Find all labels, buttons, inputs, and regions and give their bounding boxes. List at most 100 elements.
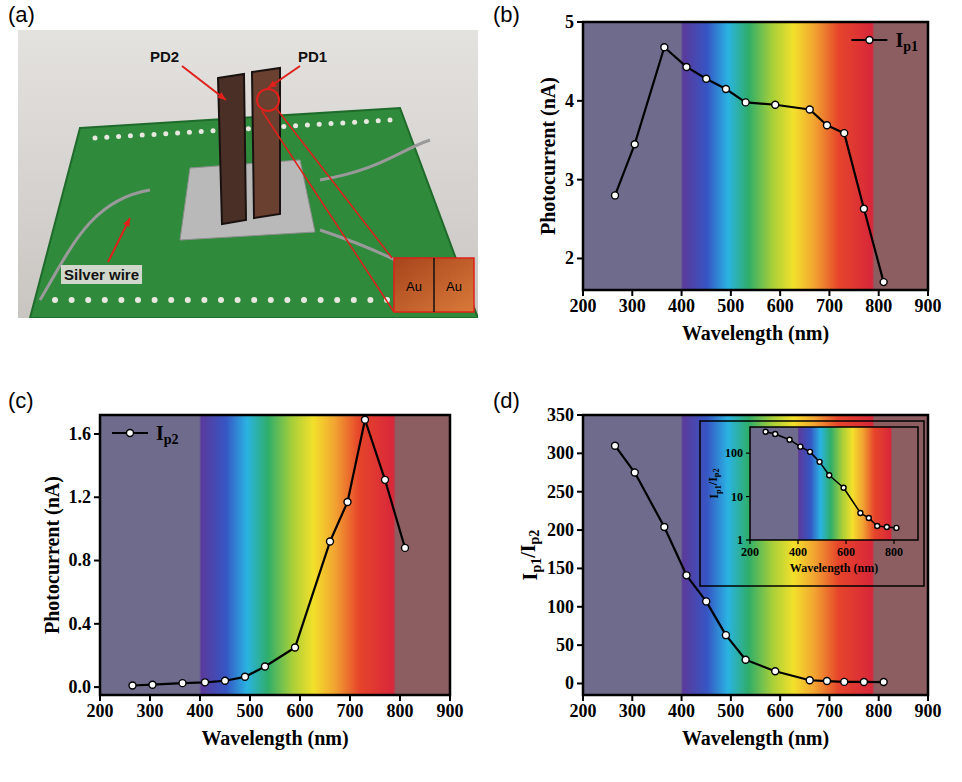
data-point	[884, 524, 889, 529]
data-point	[402, 544, 409, 551]
data-point	[772, 668, 779, 675]
text-span: I	[519, 572, 541, 580]
x-tick	[730, 290, 732, 296]
arrow-head	[217, 92, 226, 100]
x-tick	[299, 695, 301, 701]
y-tick	[577, 682, 583, 684]
data-point	[841, 678, 848, 685]
text-span: Photocurrent (nA)	[41, 476, 64, 634]
x-axis-title: Wavelength (nm)	[682, 322, 829, 345]
photo	[18, 30, 478, 318]
spectrum-background	[583, 415, 928, 695]
x-tick-label: 200	[741, 545, 759, 559]
y-tick-label: 0.4	[69, 614, 92, 634]
legend: Ip2	[112, 422, 179, 447]
y-tick	[577, 179, 583, 181]
data-point	[875, 524, 880, 529]
data-point	[179, 680, 186, 687]
board-pad	[104, 135, 109, 140]
silver-wire	[320, 140, 430, 180]
data-point	[703, 75, 710, 82]
chip-pad	[180, 160, 315, 240]
text-span: Wavelength (nm)	[790, 561, 878, 575]
x-tick-label: 400	[668, 296, 695, 316]
text-span: p1	[714, 485, 723, 494]
data-point	[858, 510, 863, 515]
data-point	[742, 656, 749, 663]
data-point	[798, 444, 803, 449]
zoom-inset	[394, 258, 474, 312]
data-point	[149, 681, 156, 688]
figure: AuAuPD2PD1Silver wire(a)2003004005006007…	[0, 0, 962, 782]
board-pad	[199, 129, 204, 134]
y-tick-label: 50	[556, 635, 574, 655]
board-pad	[367, 297, 373, 303]
data-point	[742, 99, 749, 106]
x-tick	[249, 695, 251, 701]
y-tick-label: 250	[547, 482, 574, 502]
text-span: I	[895, 29, 903, 51]
data-point	[880, 679, 887, 686]
x-tick	[927, 290, 929, 296]
label-ground	[61, 265, 142, 284]
legend-entry: Ip1	[851, 29, 918, 54]
x-tick-label: 600	[287, 701, 314, 721]
data-point	[817, 459, 822, 464]
board-pad	[318, 297, 324, 303]
board-pad	[301, 297, 307, 303]
x-axis-title: Wavelength (nm)	[682, 727, 829, 750]
data-layer	[129, 416, 409, 689]
x-tick-label: 400	[187, 701, 214, 721]
plot-frame	[583, 22, 928, 290]
board-pad	[168, 297, 174, 303]
y-tick-label: 0	[565, 673, 574, 693]
board-pad	[364, 119, 369, 124]
x-tick-label: 500	[717, 701, 744, 721]
electrode-label: Au	[406, 279, 422, 294]
board-pad	[293, 123, 298, 128]
x-tick-label: 200	[87, 701, 114, 721]
spectrum-background	[583, 22, 928, 290]
y-tick-label: 1.6	[69, 424, 92, 444]
y-tick	[94, 560, 100, 562]
y-tick	[94, 686, 100, 688]
text-span: p2	[527, 530, 542, 545]
board-pad	[187, 130, 192, 135]
text-span: Photocurrent (nA)	[537, 77, 560, 235]
data-point	[327, 538, 334, 545]
x-axis-title: Wavelength (nm)	[201, 727, 348, 750]
board-pad	[251, 297, 257, 303]
y-tick	[94, 623, 100, 625]
x-tick-label: 400	[668, 701, 695, 721]
photodetector-1	[252, 68, 280, 218]
data-line	[766, 432, 897, 528]
y-tick-label: 0.8	[69, 550, 92, 570]
y-tick	[577, 567, 583, 569]
data-point	[808, 449, 813, 454]
data-point	[763, 429, 768, 434]
y-tick	[746, 539, 750, 540]
photo-label: PD2	[150, 48, 179, 65]
x-tick-label: 300	[619, 701, 646, 721]
data-point	[841, 130, 848, 137]
y-axis-title: Photocurrent (nA)	[537, 77, 560, 235]
y-tick-label: 1	[737, 533, 743, 547]
y-axis-title: Ip1/Ip2	[517, 530, 544, 581]
y-tick	[577, 100, 583, 102]
x-tick-label: 600	[767, 701, 794, 721]
data-point	[823, 678, 830, 685]
data-point	[683, 572, 690, 579]
spectrum-background	[750, 427, 918, 540]
data-line	[133, 420, 406, 686]
x-tick-label: 500	[717, 296, 744, 316]
data-point	[787, 437, 792, 442]
x-tick	[779, 695, 781, 701]
x-tick	[582, 695, 584, 701]
y-tick	[577, 21, 583, 23]
x-tick	[779, 290, 781, 296]
x-tick-label: 300	[619, 296, 646, 316]
y-tick	[577, 644, 583, 646]
spectrum-background	[100, 415, 450, 695]
board-pad	[211, 128, 216, 133]
data-point	[806, 106, 813, 113]
